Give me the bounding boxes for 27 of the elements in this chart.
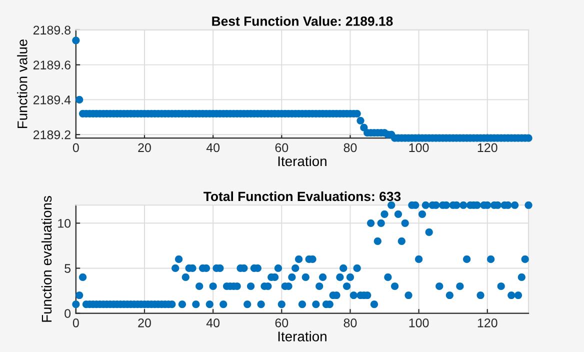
x-tick-label: 100 — [409, 143, 429, 152]
y-tick-label: 2189.2 — [33, 130, 70, 140]
x-tick-label: 60 — [275, 143, 288, 152]
x-tick-label: 80 — [344, 143, 357, 152]
x-tick-label: 40 — [206, 318, 220, 328]
y-axis-title: Function value — [17, 39, 28, 128]
y-axis-title: Function evaluations — [41, 196, 52, 322]
y-tick-label: 2189.8 — [33, 26, 71, 35]
x-tick-label: 40 — [206, 143, 220, 152]
x-tick-label: 0 — [72, 143, 79, 152]
x-tick-label: 80 — [344, 318, 357, 328]
x-tick-label: 100 — [409, 318, 429, 328]
x-tick-label: 20 — [138, 143, 151, 152]
x-axis-title: Iteration — [278, 331, 326, 342]
x-axis-title: Iteration — [278, 156, 326, 166]
x-tick-label: 60 — [275, 318, 288, 328]
y-tick-label: 2189.6 — [33, 60, 71, 70]
chart-title: Best Function Value: 2189.18 — [212, 16, 393, 26]
x-tick-label: 0 — [72, 318, 79, 328]
x-tick-label: 120 — [478, 318, 498, 328]
x-tick-label: 20 — [138, 318, 151, 328]
y-tick-label: 10 — [58, 218, 71, 228]
y-tick-label: 2189.4 — [33, 95, 71, 104]
y-tick-label: 0 — [64, 309, 71, 318]
y-tick-label: 5 — [64, 264, 71, 273]
chart-title: Total Function Evaluations: 633 — [204, 191, 401, 202]
x-tick-label: 120 — [478, 143, 498, 152]
